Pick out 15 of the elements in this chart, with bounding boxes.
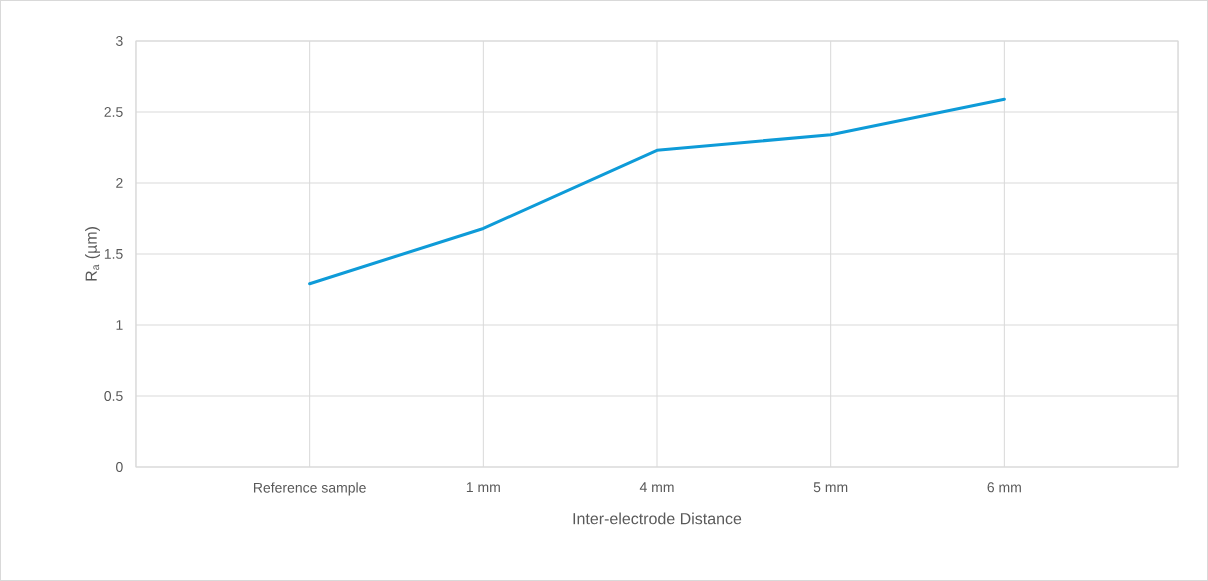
x-tick-label: Reference sample bbox=[254, 482, 366, 496]
y-tick-label: 0 bbox=[116, 462, 123, 472]
x-tick-label: 5 mm bbox=[813, 482, 848, 493]
x-tick-label: 1 mm bbox=[466, 482, 500, 493]
x-tick-label: 6 mm bbox=[987, 482, 1021, 493]
y-axis-title: R$_{a}$ (µm) bbox=[85, 227, 100, 281]
y-tick-label: 3 bbox=[116, 36, 123, 46]
y-tick-label: 1.5 bbox=[104, 249, 123, 259]
y-tick-label: 2.5 bbox=[104, 107, 123, 117]
y-tick-label: 0.5 bbox=[104, 391, 123, 401]
y-tick-label: 2 bbox=[116, 178, 123, 188]
line-series bbox=[308, 97, 1006, 286]
y-tick-label: 1 bbox=[116, 320, 123, 330]
x-tick-label: 4 mm bbox=[639, 482, 674, 493]
x-axis-title: Inter-electrode Distance bbox=[573, 512, 742, 525]
